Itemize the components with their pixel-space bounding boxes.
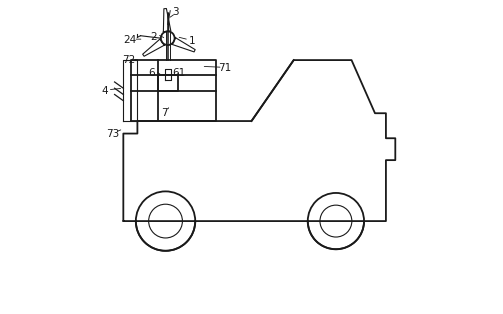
Text: 72: 72 <box>122 55 136 65</box>
Text: 4: 4 <box>101 86 108 96</box>
Text: 1: 1 <box>189 36 196 46</box>
Text: 24: 24 <box>123 35 136 45</box>
Text: 73: 73 <box>106 128 119 138</box>
Text: 7: 7 <box>160 108 167 118</box>
Text: 71: 71 <box>218 63 231 73</box>
Text: 2: 2 <box>151 32 157 42</box>
Text: 61: 61 <box>173 68 186 78</box>
Text: 6: 6 <box>148 68 155 78</box>
Text: 3: 3 <box>173 7 179 17</box>
